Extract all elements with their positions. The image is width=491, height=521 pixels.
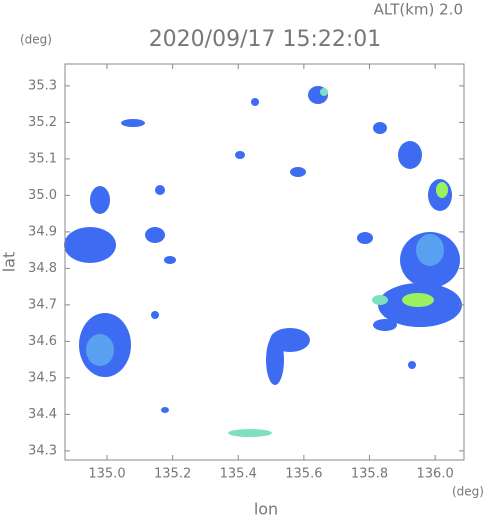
map-title: 2020/09/17 15:22:01 <box>149 27 382 52</box>
y-tick-label: 34.4 <box>28 407 57 422</box>
y-tick-label: 35.0 <box>28 188 57 203</box>
y-tick-label: 34.3 <box>28 443 57 458</box>
y-tick-label: 34.8 <box>28 261 57 276</box>
x-tick-label: 135.2 <box>154 467 191 482</box>
map-frame <box>64 63 465 461</box>
y-tick-label: 35.2 <box>28 115 57 130</box>
x-tick-label: 135.8 <box>351 467 388 482</box>
y-axis-label: lat <box>0 252 19 273</box>
y-tick-label: 35.3 <box>28 78 57 93</box>
x-tick-label: 136.0 <box>417 467 454 482</box>
y-tick-label: 34.6 <box>28 334 57 349</box>
x-tick-label: 135.6 <box>285 467 322 482</box>
radar-echoes <box>64 86 462 437</box>
x-tick-label: 135.0 <box>88 467 125 482</box>
x-axis-label: lon <box>254 500 278 519</box>
x-unit: (deg) <box>452 485 484 499</box>
y-tick-label: 34.7 <box>28 297 57 312</box>
y-tick-label: 34.9 <box>28 224 57 239</box>
y-tick-label: 34.5 <box>28 370 57 385</box>
altitude-label: ALT(km) 2.0 <box>374 1 463 19</box>
y-tick-label: 35.1 <box>28 151 57 166</box>
x-tick-label: 135.4 <box>220 467 257 482</box>
y-unit: (deg) <box>20 33 52 47</box>
